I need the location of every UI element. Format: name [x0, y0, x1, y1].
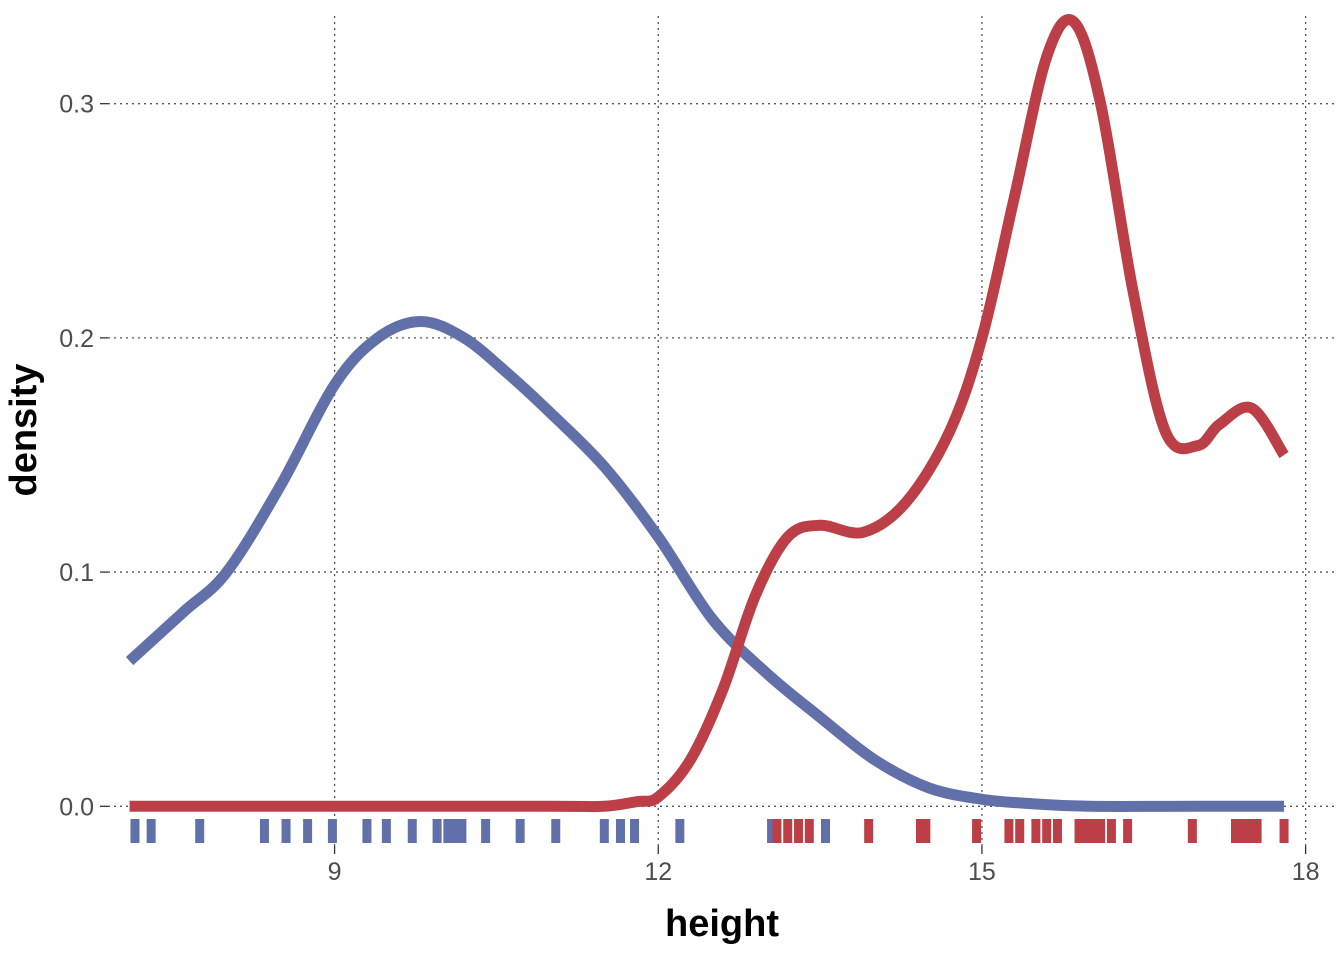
- density-curves: [125, 14, 1289, 813]
- density-curve-red: [129, 14, 1289, 813]
- x-tick-label: 18: [1292, 858, 1320, 886]
- axis-ticks: [100, 103, 1307, 854]
- rug-marks: [130, 819, 1289, 843]
- density-curve-blue: [125, 315, 1285, 812]
- y-tick-label: 0.0: [59, 793, 94, 821]
- x-axis-title: height: [665, 903, 779, 945]
- tick-labels: 9 12 15 18 0.0 0.1 0.2 0.3: [59, 91, 1319, 886]
- x-tick-label: 12: [644, 858, 672, 886]
- y-axis-title: density: [3, 363, 45, 496]
- x-tick-label: 9: [328, 858, 342, 886]
- y-tick-label: 0.3: [59, 91, 94, 119]
- y-tick-label: 0.1: [59, 559, 94, 587]
- x-tick-label: 15: [968, 858, 996, 886]
- y-tick-label: 0.2: [59, 325, 94, 353]
- grid-lines: [108, 16, 1338, 846]
